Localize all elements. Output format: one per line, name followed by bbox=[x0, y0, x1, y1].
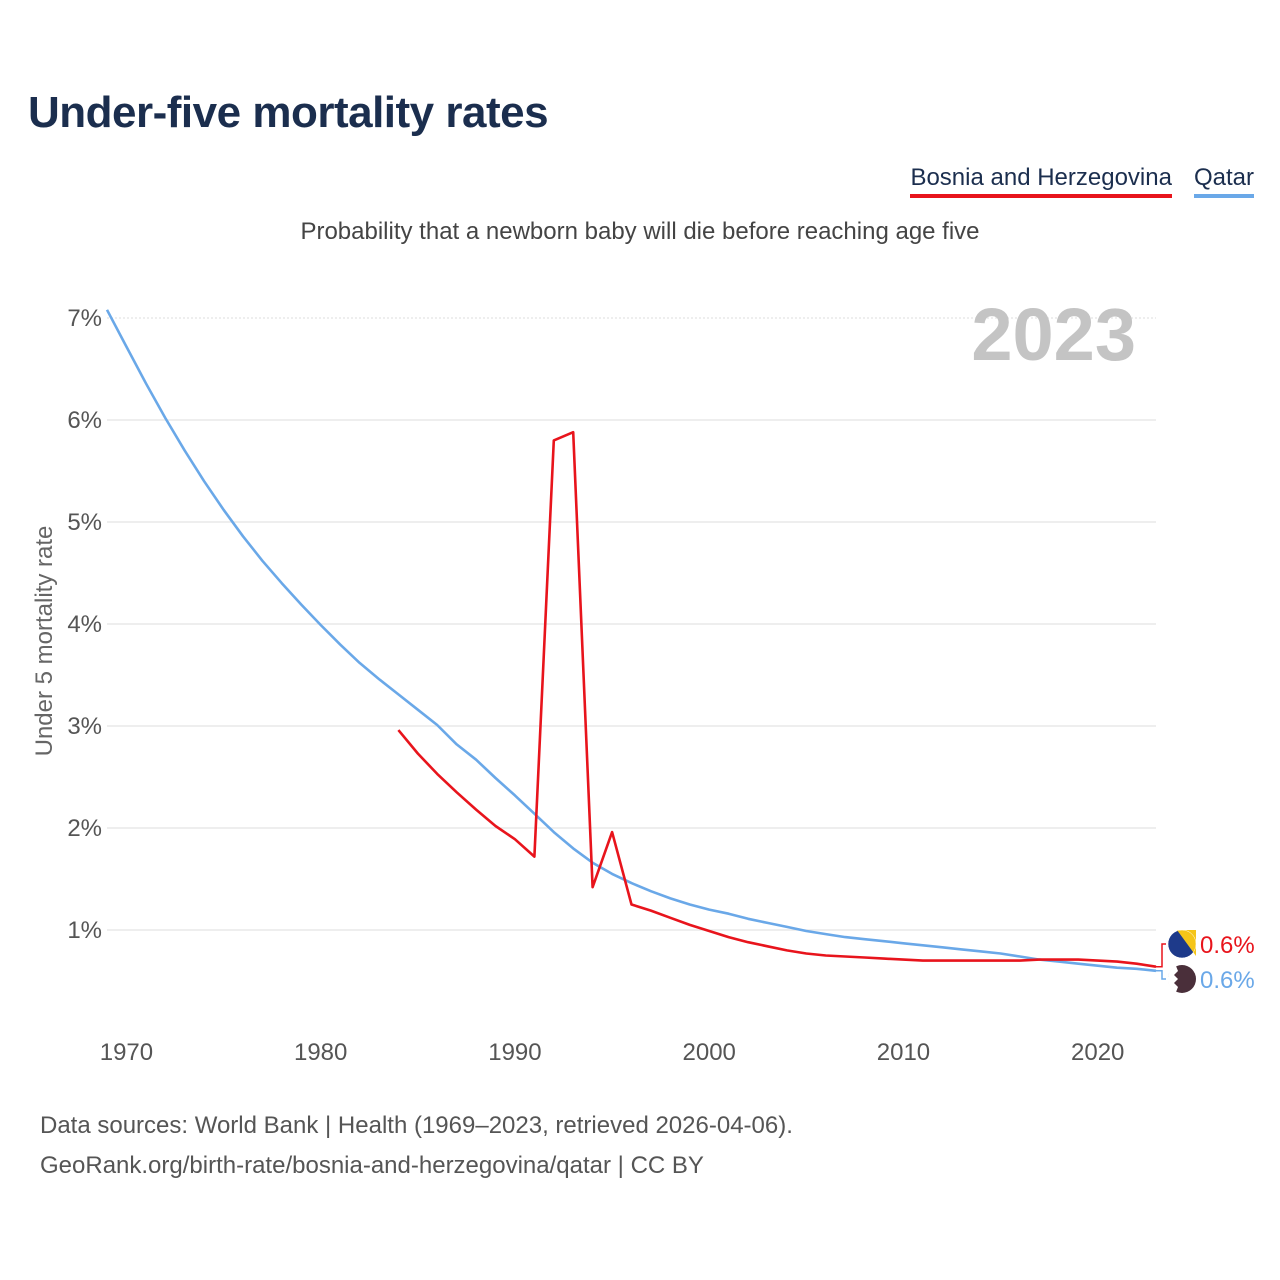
y-tick-label: 5% bbox=[67, 509, 102, 536]
end-connector-qatar bbox=[1156, 970, 1166, 980]
x-tick-label: 1970 bbox=[100, 1039, 153, 1066]
gridlines bbox=[107, 317, 1156, 931]
x-tick-label: 2020 bbox=[1071, 1039, 1124, 1066]
end-connector-bosnia bbox=[1156, 943, 1166, 968]
legend-item-bosnia[interactable]: Bosnia and Herzegovina bbox=[910, 164, 1172, 198]
y-tick-label: 6% bbox=[67, 407, 102, 434]
y-tick-label: 2% bbox=[67, 815, 102, 842]
x-tick-label: 1980 bbox=[294, 1039, 347, 1066]
y-axis-label: Under 5 mortality rate bbox=[31, 526, 58, 757]
end-labels: 0.6% 0.6% bbox=[1156, 929, 1255, 994]
chart-subtitle: Probability that a newborn baby will die… bbox=[300, 218, 980, 245]
x-axis-ticks: 1970 1980 1990 2000 2010 2020 bbox=[100, 1039, 1125, 1066]
y-tick-label: 1% bbox=[67, 917, 102, 944]
sources-line-2[interactable]: GeoRank.org/birth-rate/bosnia-and-herzeg… bbox=[40, 1152, 704, 1179]
legend: Bosnia and Herzegovina Qatar bbox=[910, 164, 1254, 198]
legend-item-qatar[interactable]: Qatar bbox=[1193, 164, 1254, 198]
sources-line-1: Data sources: World Bank | Health (1969–… bbox=[40, 1112, 793, 1139]
y-tick-label: 7% bbox=[67, 305, 102, 332]
qatar-flag-icon bbox=[1167, 965, 1196, 993]
series-line-bosnia bbox=[397, 430, 1157, 968]
line-chart: 2023 Under 5 mortality rate 1% 2% 3% 4% 5% 6%… bbox=[31, 293, 1255, 1066]
y-tick-label: 3% bbox=[67, 713, 102, 740]
series-line-qatar bbox=[105, 309, 1157, 973]
x-tick-label: 2010 bbox=[877, 1039, 930, 1066]
data-sources: Data sources: World Bank | Health (1969–… bbox=[40, 1106, 793, 1186]
x-tick-label: 2000 bbox=[683, 1039, 736, 1066]
chart-title: Under-five mortality rates bbox=[28, 88, 549, 137]
y-tick-label: 4% bbox=[67, 611, 102, 638]
x-tick-label: 1990 bbox=[488, 1039, 541, 1066]
y-axis-ticks: 1% 2% 3% 4% 5% 6% 7% bbox=[67, 305, 102, 944]
series-lines bbox=[105, 309, 1157, 973]
bosnia-flag-icon bbox=[1167, 929, 1197, 959]
end-value-label-qatar: 0.6% bbox=[1200, 967, 1255, 994]
year-watermark: 2023 bbox=[971, 293, 1136, 376]
end-value-label-bosnia: 0.6% bbox=[1200, 932, 1255, 959]
